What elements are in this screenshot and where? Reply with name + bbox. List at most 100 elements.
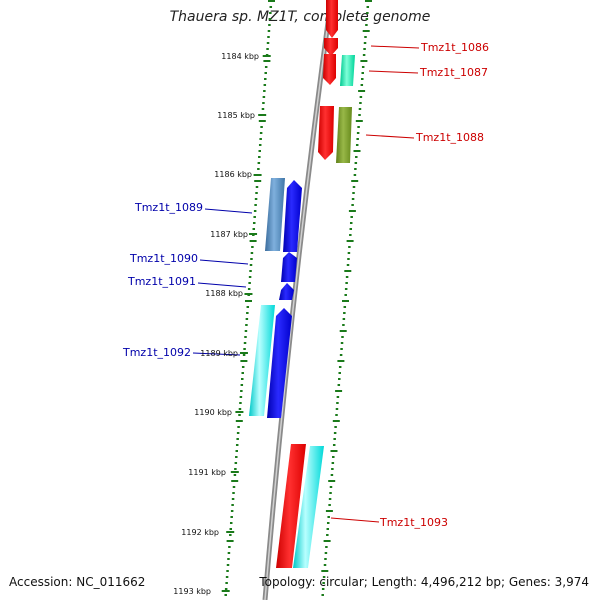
gene-label-tmz1t-1090[interactable]: Tmz1t_1090 [129, 252, 198, 265]
ruler-dot [332, 420, 340, 422]
ruler-dot [248, 282, 251, 284]
ruler-dot [333, 438, 336, 440]
ruler-dot [229, 534, 232, 536]
ruler-dot [328, 498, 332, 500]
ruler-dot [330, 450, 338, 452]
ruler-label: 1190 kbp [194, 408, 232, 417]
ruler-dot [326, 534, 329, 536]
gene-arrow[interactable] [281, 252, 297, 282]
ruler-dot [352, 186, 356, 188]
gene-box[interactable] [276, 444, 306, 568]
gene-label-tmz1t-1089[interactable]: Tmz1t_1089 [134, 201, 203, 214]
ruler-dot [362, 54, 366, 56]
gene-tmz1t-1091[interactable] [279, 283, 294, 300]
leader-line [204, 208, 253, 214]
ruler-dot [359, 102, 362, 104]
ruler-dot [262, 96, 266, 98]
ruler-dot [359, 96, 363, 98]
ruler-dot [240, 390, 243, 392]
ruler-dot [224, 588, 228, 590]
ruler-major-tick [235, 411, 244, 413]
ruler-dot [226, 564, 230, 566]
gene-arrow[interactable] [326, 0, 338, 38]
ruler-dot [335, 390, 343, 392]
ruler-dot [257, 168, 260, 170]
ruler-dot [344, 270, 352, 272]
ruler-dot [329, 492, 332, 494]
ruler-dot [263, 60, 271, 62]
gene-tmz1t-1089[interactable] [265, 178, 302, 252]
gene-box[interactable] [336, 107, 352, 163]
ruler-dot [358, 114, 361, 116]
ruler-dot [365, 0, 372, 2]
ruler-dot [224, 594, 227, 596]
gene-arrow[interactable] [267, 308, 292, 418]
gene-label-tmz1t-1092[interactable]: Tmz1t_1092 [122, 346, 191, 359]
ruler-dot [340, 348, 343, 350]
ruler-dot [323, 540, 331, 542]
gene-arrow[interactable] [283, 180, 302, 252]
gene-label-tmz1t-1091[interactable]: Tmz1t_1091 [127, 275, 196, 288]
ruler-label: 1193 kbp [173, 587, 211, 596]
ruler-dot [339, 330, 347, 332]
ruler-dot [254, 198, 258, 200]
gene-tmz1t-1088[interactable] [318, 106, 352, 163]
ruler-dot [348, 210, 356, 212]
ruler-dot [336, 396, 340, 398]
ruler-dot [335, 408, 339, 410]
ruler-dot [267, 36, 270, 38]
ruler-dot [365, 24, 368, 26]
gene-tmz1t-1086[interactable] [324, 0, 338, 56]
ruler-dot [361, 66, 365, 68]
gene-tmz1t-1087[interactable] [323, 54, 355, 86]
ruler-dot [258, 150, 261, 152]
ruler-dot [321, 594, 324, 596]
gene-arrow[interactable] [318, 106, 334, 160]
ruler-dot [361, 72, 364, 74]
ruler-dot [235, 420, 243, 422]
gene-tmz1t-1092[interactable] [249, 305, 292, 418]
ruler-dot [351, 180, 359, 182]
ruler-dot [253, 210, 257, 212]
ruler-dot [339, 354, 343, 356]
gene-label-tmz1t-1086[interactable]: Tmz1t_1086 [420, 41, 489, 54]
gene-box[interactable] [340, 55, 355, 86]
ruler-dot [266, 42, 270, 44]
ruler-dot [356, 132, 360, 134]
ruler-dot [325, 546, 328, 548]
ruler-dot [342, 318, 346, 320]
ruler-dot [227, 552, 231, 554]
ruler-dot [267, 30, 271, 32]
gene-label-tmz1t-1093[interactable]: Tmz1t_1093 [379, 516, 448, 529]
ruler-label: 1188 kbp [205, 289, 243, 298]
ruler-dot [244, 336, 247, 338]
gene-box[interactable] [249, 305, 275, 416]
gene-tmz1t-1093[interactable] [276, 444, 324, 568]
gene-box[interactable] [293, 446, 324, 568]
ruler-dot [351, 198, 355, 200]
ruler-dot [332, 456, 335, 458]
ruler-dot [355, 156, 358, 158]
gene-box[interactable] [265, 178, 285, 251]
ruler-dot [329, 486, 333, 488]
gene-arrow[interactable] [279, 283, 294, 300]
gene-label-tmz1t-1087[interactable]: Tmz1t_1087 [419, 66, 488, 79]
gene-arrow[interactable] [324, 38, 338, 56]
ruler-major-tick [262, 55, 271, 57]
ruler-dot [353, 174, 357, 176]
ruler-dot [238, 414, 241, 416]
gene-arrow[interactable] [323, 54, 336, 85]
gene-tmz1t-1090[interactable] [281, 252, 297, 282]
ruler-dot [354, 162, 358, 164]
ruler-label: 1189 kbp [200, 349, 238, 358]
gene-label-tmz1t-1088[interactable]: Tmz1t_1088 [415, 131, 484, 144]
ruler-dot [344, 294, 347, 296]
leader-line [370, 45, 420, 49]
ruler-major-tick [221, 590, 230, 592]
ruler-dot [258, 156, 261, 158]
ruler-dot [247, 288, 251, 290]
ruler-dot [228, 546, 231, 548]
ruler-dot [245, 300, 252, 302]
ruler-dot [268, 24, 271, 26]
